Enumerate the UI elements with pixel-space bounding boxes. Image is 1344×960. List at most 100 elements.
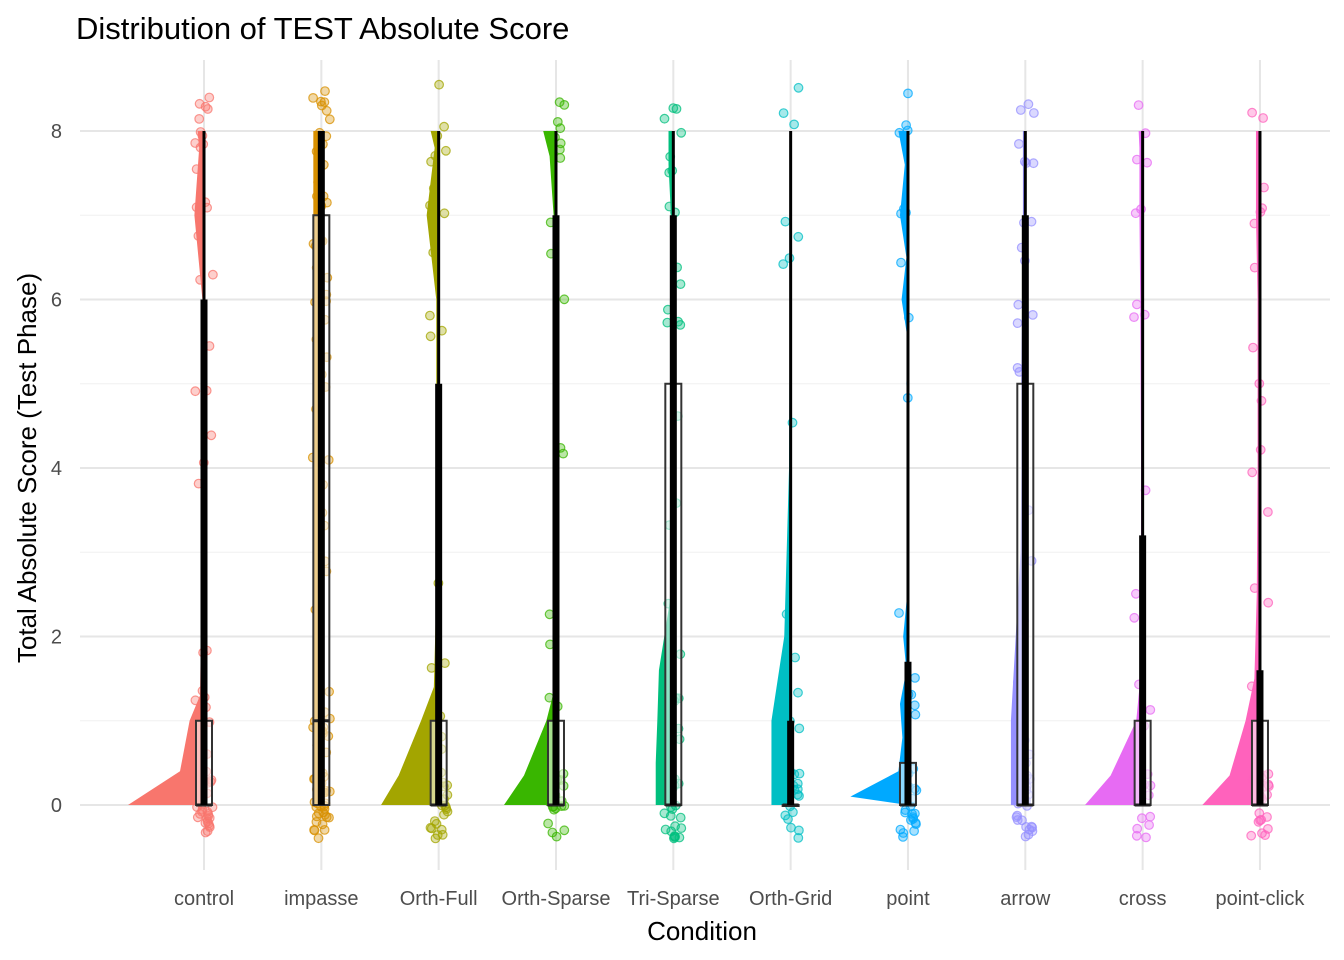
point-Orth-Grid [779,704,789,714]
point-cross [1132,823,1143,834]
point-Tri-Sparse [659,113,670,124]
point-control [190,695,201,706]
point-control [196,806,207,817]
point-control [190,386,201,397]
y-axis-title: Total Absolute Score (Test Phase) [12,273,42,663]
point-arrow [1012,318,1023,329]
point-point [896,257,906,268]
point-arrow [1027,310,1038,320]
point-arrow [1015,105,1026,115]
point-point [910,673,920,683]
point-Orth-Grid [778,108,789,118]
point-point-click [1249,262,1260,273]
point-Orth-Grid [793,82,804,93]
point-point-click [1262,507,1273,517]
axis-layer: 0 2 4 6 8 control impasse Orth-Full Orth-Sparse T… [51,121,1306,910]
point-cross [1129,312,1139,323]
point-arrow [1014,138,1024,149]
point-Orth-Grid [793,687,803,698]
point-cross [1136,813,1147,824]
point-point-click [1248,342,1258,353]
point-control [202,816,213,827]
point-point [903,88,913,99]
interval-layer [200,131,1264,805]
point-Orth-Grid [792,784,803,795]
point-cross [1131,154,1142,165]
point-Orth-Full [439,208,450,219]
point-arrow [1028,108,1039,118]
x-tick-label: arrow [1000,888,1051,910]
point-point-click [1246,681,1257,692]
point-arrow [1023,99,1034,110]
y-tick-label: 8 [51,121,62,143]
point-Orth-Full [437,829,448,840]
point-point [901,120,911,130]
point-Orth-Sparse [543,818,553,829]
point-Orth-Sparse [559,294,570,305]
x-tick-label: control [174,888,234,910]
point-point [898,832,908,842]
point-Orth-Full [426,156,437,167]
point-Orth-Sparse [551,831,562,842]
point-arrow [1012,810,1023,821]
points-layer [190,79,1274,844]
point-point [911,819,921,829]
point-Tri-Sparse [676,127,687,138]
point-Orth-Grid [780,216,791,227]
point-Tri-Sparse [675,279,686,290]
point-impasse [324,812,334,823]
point-point [909,700,920,711]
y-tick-label: 6 [51,290,62,312]
point-arrow [1026,821,1037,832]
point-cross [1145,705,1156,715]
point-Orth-Sparse [559,825,570,836]
y-tick-label: 4 [51,458,62,480]
point-Orth-Grid [786,822,796,833]
point-control [204,92,215,103]
point-cross [1131,830,1142,841]
point-Orth-Full [428,211,439,222]
point-control [194,98,205,109]
point-point [894,127,905,138]
point-point-click [1254,808,1265,819]
point-point-click [1262,812,1272,822]
density-Orth-Grid [771,131,791,805]
point-point-click [1262,824,1273,834]
x-tick-label: point [886,888,930,910]
point-control [200,827,211,838]
point-control [206,430,217,441]
point-cross [1130,588,1141,599]
point-point-click [1263,597,1274,608]
point-Tri-Sparse [675,812,686,823]
point-cross [1133,100,1144,110]
point-impasse [308,92,319,103]
box-layer [195,214,1269,807]
point-control [207,269,218,280]
point-control [191,202,202,213]
point-impasse [311,817,322,827]
point-Orth-Sparse [558,448,569,459]
y-tick-label: 2 [51,627,62,649]
x-axis-title: Condition [647,916,757,946]
point-Orth-Full [428,247,439,258]
point-Orth-Full [425,200,435,211]
point-Orth-Grid [793,231,804,242]
x-tick-label: Tri-Sparse [627,888,720,910]
point-control [193,230,204,241]
point-Orth-Full [441,145,451,156]
point-Orth-Sparse [549,804,559,815]
point-Orth-Full [431,818,442,829]
x-tick-label: cross [1119,888,1167,910]
x-tick-label: impasse [284,888,358,910]
point-Orth-Full [426,663,437,673]
point-Orth-Full [434,79,445,90]
x-tick-label: point-click [1216,888,1306,910]
point-point-click [1247,107,1257,118]
point-cross [1129,612,1140,623]
point-Orth-Grid [794,723,805,734]
point-Orth-Grid [793,833,804,843]
point-control [194,113,205,124]
point-impasse [313,833,324,844]
